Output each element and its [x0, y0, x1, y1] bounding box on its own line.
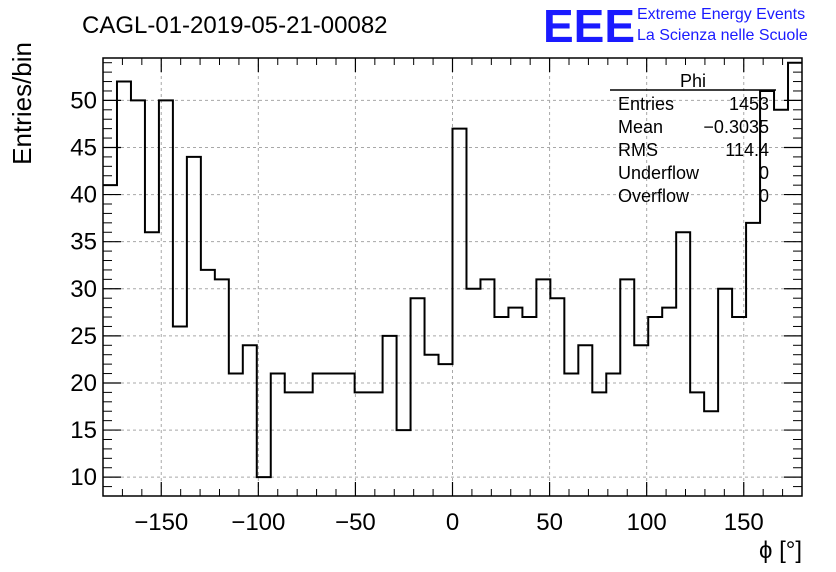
y-tick-label: 40 — [70, 182, 97, 209]
histogram-bin — [411, 298, 425, 496]
histogram-bin — [592, 392, 606, 496]
eee-logo-mark: EEE — [543, 0, 635, 52]
histogram-bin — [564, 374, 578, 496]
stats-value-rms: 114.4 — [725, 140, 769, 160]
stats-box-name: Phi — [680, 71, 706, 91]
histogram-bin — [732, 317, 746, 496]
histogram-bin — [145, 232, 159, 496]
x-tick-label: −150 — [134, 509, 188, 536]
histogram-bin — [690, 392, 704, 496]
histogram-bin — [173, 326, 187, 496]
x-tick-labels: −150 −100 −50 0 50 100 150 — [134, 509, 764, 536]
x-tick-label: 50 — [536, 509, 563, 536]
y-tick-label: 35 — [70, 229, 97, 256]
histogram-bin — [131, 100, 145, 496]
histogram-bin — [676, 232, 690, 496]
eee-logo-line1: Extreme Energy Events — [637, 6, 805, 23]
stats-label-rms: RMS — [618, 140, 658, 160]
histogram-bin — [271, 374, 285, 496]
stats-value-entries: 1453 — [729, 94, 769, 114]
histogram-bin — [355, 392, 369, 496]
axis-ticks — [102, 58, 803, 496]
histogram-bin — [746, 223, 760, 496]
histogram-bin — [187, 157, 201, 496]
histogram-bin — [606, 374, 620, 496]
y-tick-label: 50 — [70, 87, 97, 114]
histogram-bin — [257, 477, 271, 496]
stats-label-mean: Mean — [618, 117, 663, 137]
histogram-bin — [103, 185, 117, 496]
y-tick-labels: 10 15 20 25 30 35 40 45 50 — [70, 87, 97, 491]
histogram-bin — [285, 392, 299, 496]
chart-title: CAGL-01-2019-05-21-00082 — [82, 12, 388, 39]
histogram-bin — [494, 317, 508, 496]
histogram-bin — [117, 82, 131, 496]
histogram-bin — [662, 308, 676, 496]
histogram-bin — [550, 298, 564, 496]
histogram-bin — [634, 345, 648, 496]
histogram-bin — [648, 317, 662, 496]
histogram-step-line — [103, 61, 802, 479]
histogram-bin — [466, 289, 480, 496]
histogram-bin — [425, 355, 439, 496]
x-tick-label: 150 — [724, 509, 764, 536]
stats-label-entries: Entries — [618, 94, 674, 114]
histogram-bin — [522, 317, 536, 496]
stats-label-underflow: Underflow — [618, 163, 700, 183]
histogram-bin — [369, 392, 383, 496]
x-tick-label: 100 — [627, 509, 667, 536]
y-tick-label: 45 — [70, 134, 97, 161]
histogram-bin — [788, 63, 802, 496]
x-axis-label: ϕ [°] — [759, 537, 802, 564]
x-tick-label: −50 — [335, 509, 376, 536]
x-tick-label: −100 — [231, 509, 285, 536]
y-tick-label: 20 — [70, 370, 97, 397]
histogram-bin — [397, 430, 411, 496]
x-tick-label: 0 — [446, 509, 459, 536]
stats-value-mean: −0.3035 — [703, 117, 769, 137]
histogram-bin — [578, 345, 592, 496]
histogram-bin — [299, 392, 313, 496]
y-tick-label: 15 — [70, 417, 97, 444]
histogram-bin — [327, 374, 341, 496]
y-axis-label: Entries/bin — [7, 42, 37, 165]
y-tick-label: 25 — [70, 323, 97, 350]
histogram-bin — [704, 411, 718, 496]
histogram-bin — [718, 289, 732, 496]
eee-logo-line2: La Scienza nelle Scuole — [637, 27, 808, 44]
histogram-bin — [453, 129, 467, 496]
stats-box: Phi Entries 1453 Mean −0.3035 RMS 114.4 … — [610, 71, 776, 206]
histogram-bin — [215, 279, 229, 496]
histogram-bin — [383, 336, 397, 496]
y-tick-label: 30 — [70, 276, 97, 303]
histogram-bin — [201, 270, 215, 496]
histogram-bin — [480, 279, 494, 496]
histogram-bin — [536, 279, 550, 496]
y-tick-label: 10 — [70, 464, 97, 491]
histogram-bin — [620, 279, 634, 496]
histogram-bin — [508, 308, 522, 496]
stats-label-overflow: Overflow — [618, 186, 690, 206]
histogram-bin — [159, 100, 173, 496]
stats-value-underflow: 0 — [759, 163, 769, 183]
stats-value-overflow: 0 — [759, 186, 769, 206]
histogram-bin — [243, 345, 257, 496]
histogram-bin — [313, 374, 327, 496]
histogram-bin — [229, 374, 243, 496]
histogram-bin — [341, 374, 355, 496]
histogram-bin — [774, 110, 788, 496]
histogram-bin — [439, 364, 453, 496]
